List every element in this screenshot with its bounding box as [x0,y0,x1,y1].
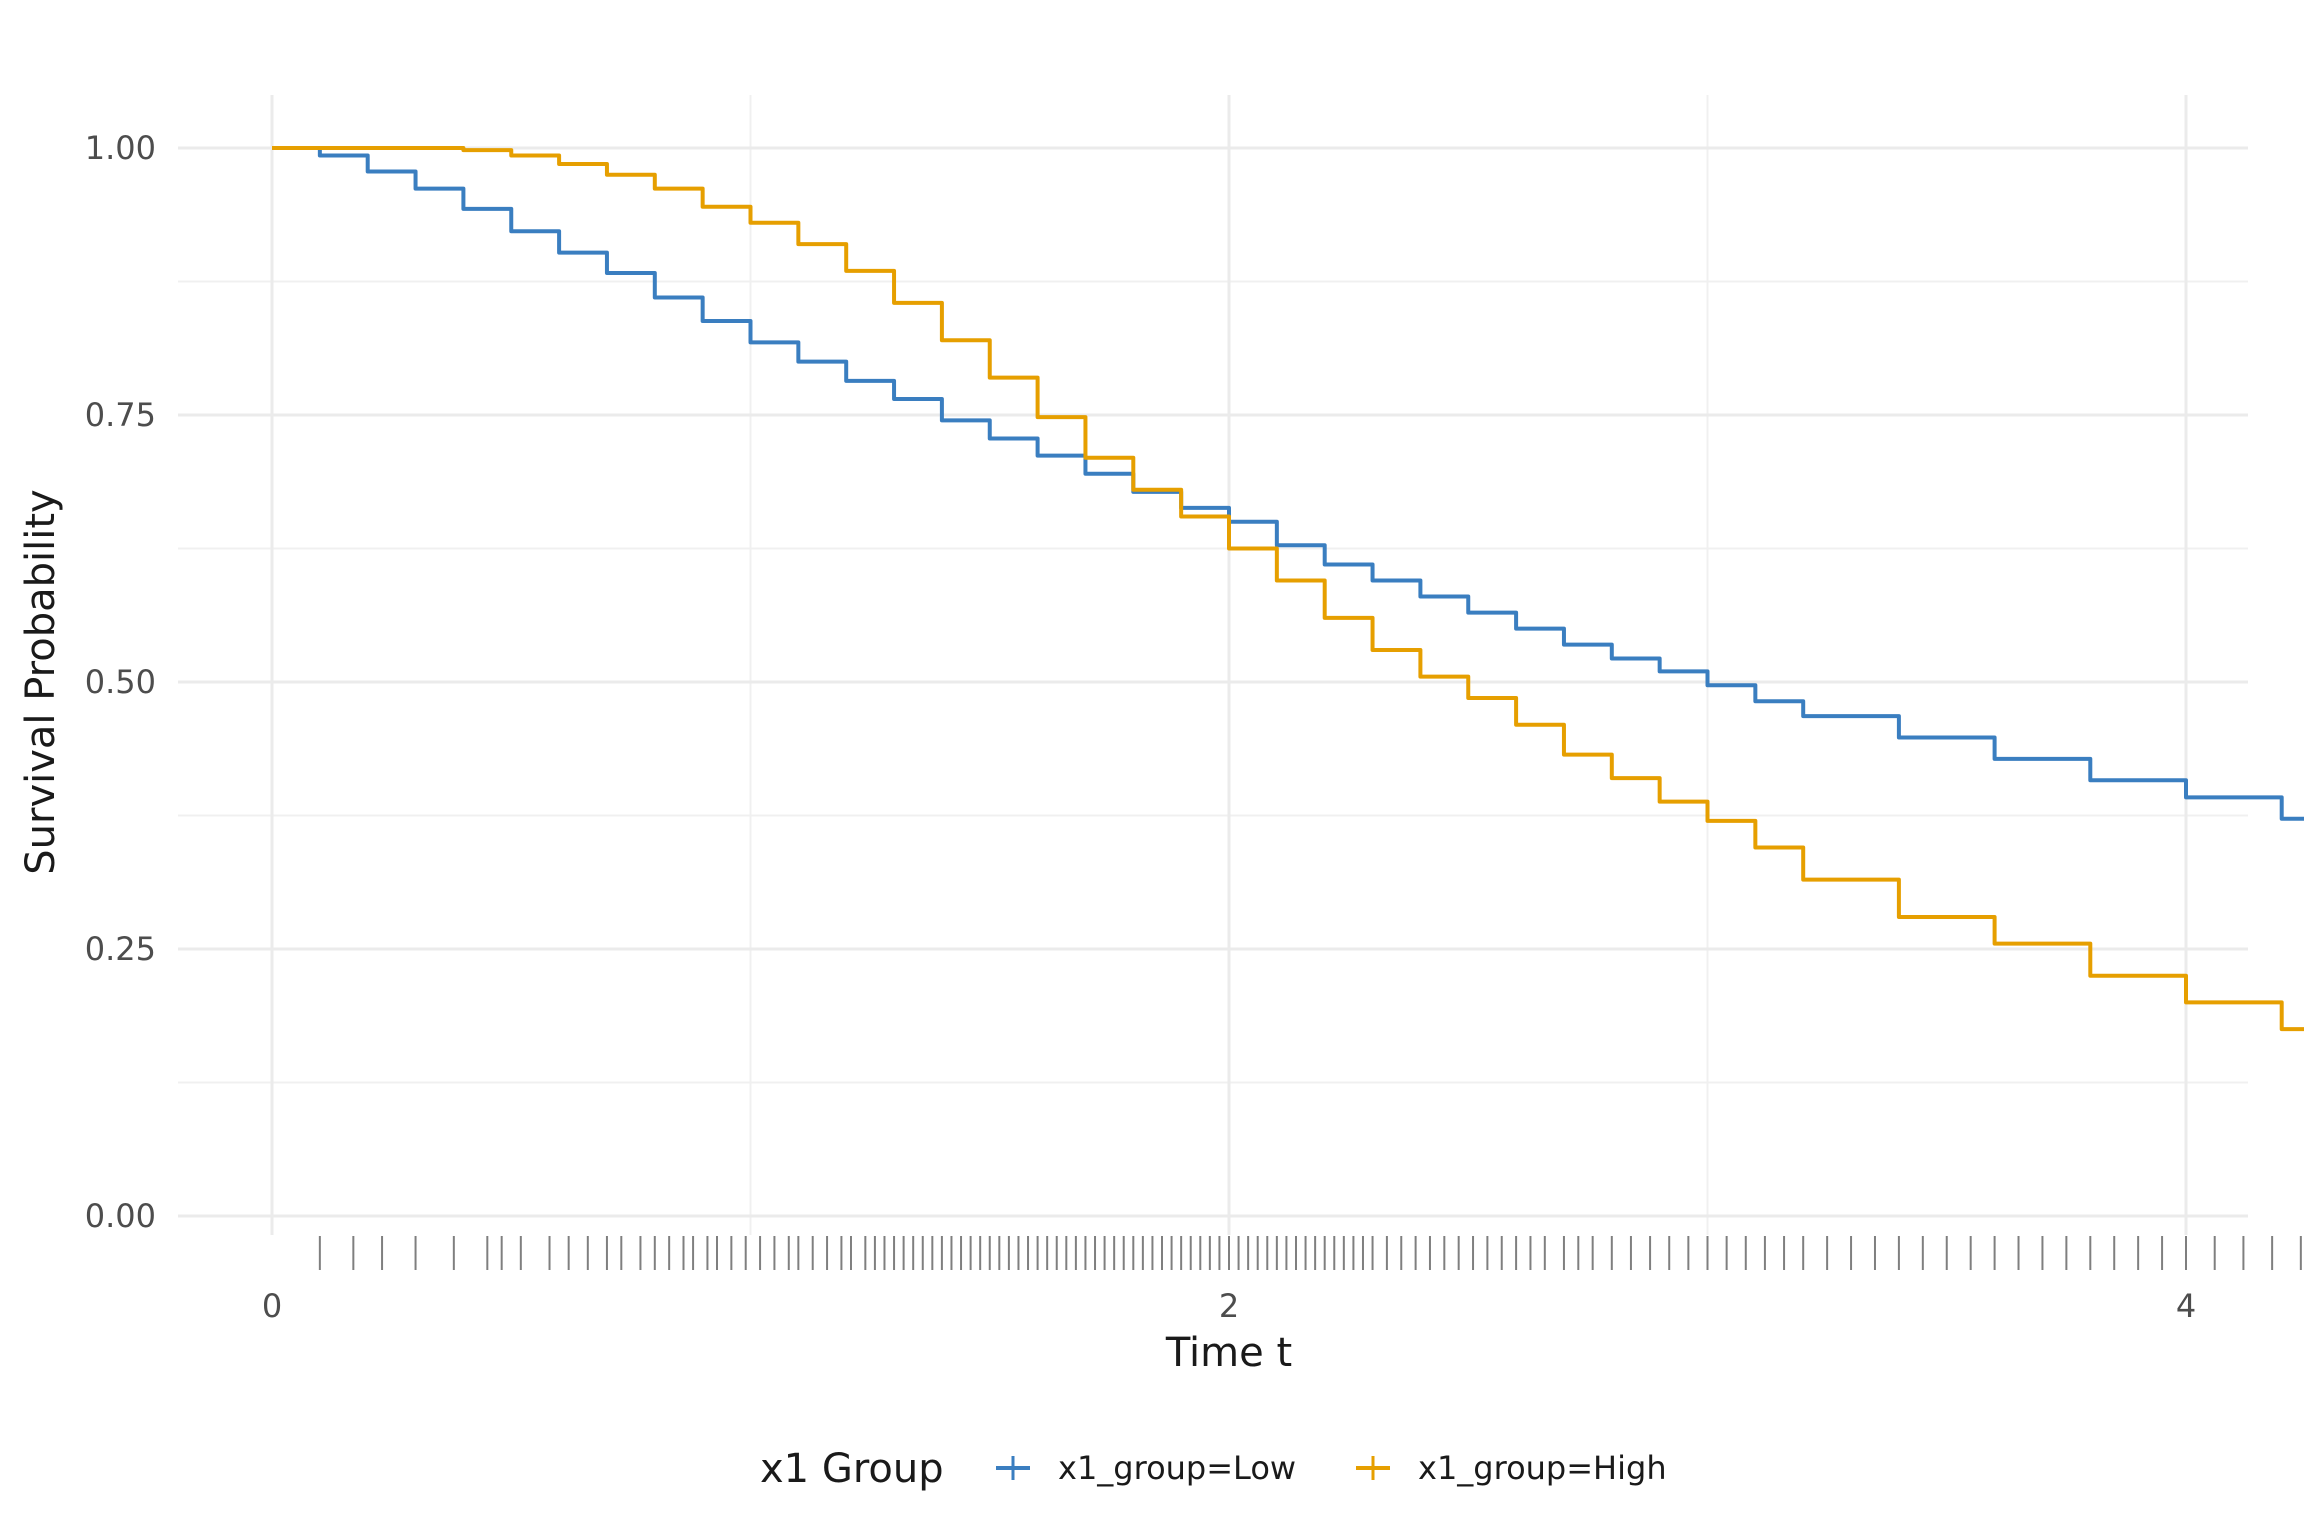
y-tick-label: 0.25 [85,930,156,968]
x-tick-label: 4 [2176,1287,2196,1325]
x-tick-labels: 02468 [262,1287,2196,1325]
y-tick-label: 0.50 [85,663,156,701]
y-tick-label: 0.00 [85,1197,156,1235]
y-tick-labels: 0.00 0.25 0.50 0.75 1.00 [85,129,156,1235]
y-tick-label: 1.00 [85,129,156,167]
grid-minor [178,95,2248,1235]
x-tick-label: 2 [1219,1287,1239,1325]
legend-key-low [996,1456,1030,1480]
rug-ticks [318,1236,2302,1270]
series-layer [272,146,2304,1032]
legend: x1 Group x1_group=Low x1_group=High [760,1446,1667,1492]
grid-major [178,95,2248,1235]
x-tick-label: 0 [262,1287,282,1325]
legend-title: x1 Group [760,1446,944,1492]
legend-label-high: x1_group=High [1418,1449,1667,1487]
legend-label-low: x1_group=Low [1058,1449,1296,1487]
y-axis-title: Survival Probability [18,489,64,874]
legend-key-high [1356,1456,1390,1480]
y-tick-label: 0.75 [85,396,156,434]
series-line-low [272,146,2304,821]
series-line-high [272,146,2304,1032]
x-axis-title: Time t [1165,1330,1292,1376]
